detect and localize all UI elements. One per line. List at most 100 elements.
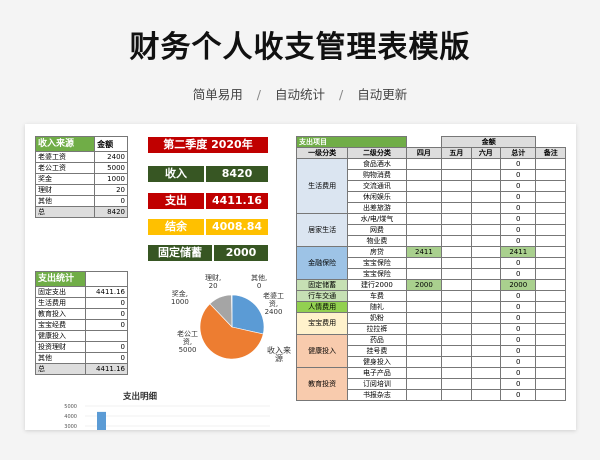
june-cell bbox=[470, 180, 502, 192]
spend-label: 其他 bbox=[34, 352, 87, 364]
june-cell bbox=[470, 389, 502, 401]
bar-tick-label: 4000 bbox=[64, 414, 77, 420]
spend-value: 0 bbox=[85, 352, 128, 364]
total-cell: 0 bbox=[500, 191, 537, 203]
total-cell: 0 bbox=[500, 257, 537, 269]
may-cell bbox=[441, 257, 472, 269]
note-cell bbox=[535, 257, 566, 269]
june-cell bbox=[470, 345, 502, 357]
may-cell bbox=[441, 202, 472, 214]
detail-row: 宝宝费用 奶粉 0 bbox=[295, 312, 566, 335]
column-header: 二级分类 bbox=[347, 147, 407, 159]
spend-total-label: 总 bbox=[34, 363, 87, 375]
total-cell: 0 bbox=[500, 334, 537, 346]
june-cell bbox=[470, 213, 502, 225]
total-cell: 0 bbox=[500, 169, 537, 181]
may-cell bbox=[441, 323, 472, 335]
spend-row: 健康投入 bbox=[34, 330, 128, 342]
income-value: 20 bbox=[94, 184, 128, 196]
note-cell bbox=[535, 323, 566, 335]
total-cell: 0 bbox=[500, 202, 537, 214]
income-card-label: 收入 bbox=[148, 166, 204, 182]
spend-row: 固定支出 4411.16 bbox=[34, 286, 128, 298]
april-cell bbox=[405, 191, 443, 203]
june-cell bbox=[470, 356, 502, 368]
income-card: 收入 8420 bbox=[148, 166, 268, 182]
income-label: 老婆工资 bbox=[34, 151, 96, 163]
income-table: 收入来源 金额 老婆工资 2400 老公工资 5000 奖金 1000 理财 20 其他 0 总 84… bbox=[34, 136, 128, 218]
subcategory-cell: 书报杂志 bbox=[347, 389, 407, 401]
may-cell bbox=[441, 235, 472, 247]
spend-value bbox=[85, 330, 128, 342]
spend-stats-header: 支出统计 bbox=[34, 271, 87, 287]
spend-row: 投资理财 0 bbox=[34, 341, 128, 353]
april-cell bbox=[405, 367, 443, 379]
feature-tags: 简单易用 / 自动统计 / 自动更新 bbox=[0, 84, 600, 103]
may-cell bbox=[441, 356, 472, 368]
income-row: 奖金 1000 bbox=[34, 173, 128, 185]
column-header: 备注 bbox=[535, 147, 566, 159]
total-cell: 0 bbox=[500, 356, 537, 368]
savings-card-value: 2000 bbox=[214, 245, 268, 261]
bar-tick-label: 3000 bbox=[64, 424, 77, 430]
may-cell bbox=[441, 378, 472, 390]
spend-total-value: 4411.16 bbox=[85, 363, 128, 375]
spend-stats-header-blank bbox=[85, 271, 128, 287]
income-label: 老公工资 bbox=[34, 162, 96, 174]
income-row: 其他 0 bbox=[34, 195, 128, 207]
spend-value: 0 bbox=[85, 319, 128, 331]
total-cell: 0 bbox=[500, 323, 537, 335]
category-cell: 宝宝费用 bbox=[295, 312, 349, 335]
amount-header: 金额 bbox=[441, 136, 537, 148]
subcategory-cell: 休闲娱乐 bbox=[347, 191, 407, 203]
spend-value: 0 bbox=[85, 297, 128, 309]
spend-row: 其他 0 bbox=[34, 352, 128, 364]
spend-row: 宝宝经费 0 bbox=[34, 319, 128, 331]
subcategory-cell: 房贷 bbox=[347, 246, 407, 258]
spend-card-label: 支出 bbox=[148, 193, 204, 209]
pie-label-bonus: 奖金, 1000 bbox=[171, 290, 189, 306]
income-label: 理财 bbox=[34, 184, 96, 196]
june-cell bbox=[470, 367, 502, 379]
june-cell bbox=[470, 378, 502, 390]
pie-label-husband: 老公工 资, 5000 bbox=[177, 330, 198, 354]
note-cell bbox=[535, 312, 566, 324]
total-cell: 0 bbox=[500, 290, 537, 302]
june-cell bbox=[470, 312, 502, 324]
spend-label: 投资理财 bbox=[34, 341, 87, 353]
june-cell bbox=[470, 169, 502, 181]
column-header: 四月 bbox=[405, 147, 443, 159]
expense-detail-table: 支出项目 金额 一级分类 二级分类 四月 五月 六月 总计 备注 生活费用 食品酒水 0 购物消费… bbox=[295, 136, 566, 401]
note-cell bbox=[535, 290, 566, 302]
spend-card: 支出 4411.16 bbox=[148, 193, 268, 209]
june-cell bbox=[470, 279, 502, 291]
pie-label-other: 其他, 0 bbox=[251, 274, 268, 290]
income-value: 1000 bbox=[94, 173, 128, 185]
total-cell: 0 bbox=[500, 389, 537, 401]
note-cell bbox=[535, 202, 566, 214]
income-value: 0 bbox=[94, 195, 128, 207]
june-cell bbox=[470, 246, 502, 258]
income-total-label: 总 bbox=[34, 206, 96, 218]
note-cell bbox=[535, 191, 566, 203]
spend-label: 宝宝经费 bbox=[34, 319, 87, 331]
income-row: 理财 20 bbox=[34, 184, 128, 196]
income-card-value: 8420 bbox=[206, 166, 268, 182]
period-banner: 第二季度 2020年 bbox=[148, 137, 268, 153]
may-cell bbox=[441, 312, 472, 324]
page-title: 财务个人收支管理表模版 bbox=[129, 30, 471, 65]
total-cell: 0 bbox=[500, 213, 537, 225]
column-header: 五月 bbox=[441, 147, 472, 159]
april-cell bbox=[405, 389, 443, 401]
april-cell bbox=[405, 334, 443, 346]
april-cell bbox=[405, 158, 443, 170]
subcategory-cell: 水/电/煤气 bbox=[347, 213, 407, 225]
balance-card: 结余 4008.84 bbox=[148, 219, 268, 235]
note-cell bbox=[535, 378, 566, 390]
spend-row: 生活费用 0 bbox=[34, 297, 128, 309]
pie-slice-1 bbox=[199, 303, 264, 360]
april-cell bbox=[405, 235, 443, 247]
category-cell: 教育投资 bbox=[295, 367, 349, 401]
savings-card-label: 固定储蓄 bbox=[148, 245, 212, 261]
total-cell: 0 bbox=[500, 345, 537, 357]
